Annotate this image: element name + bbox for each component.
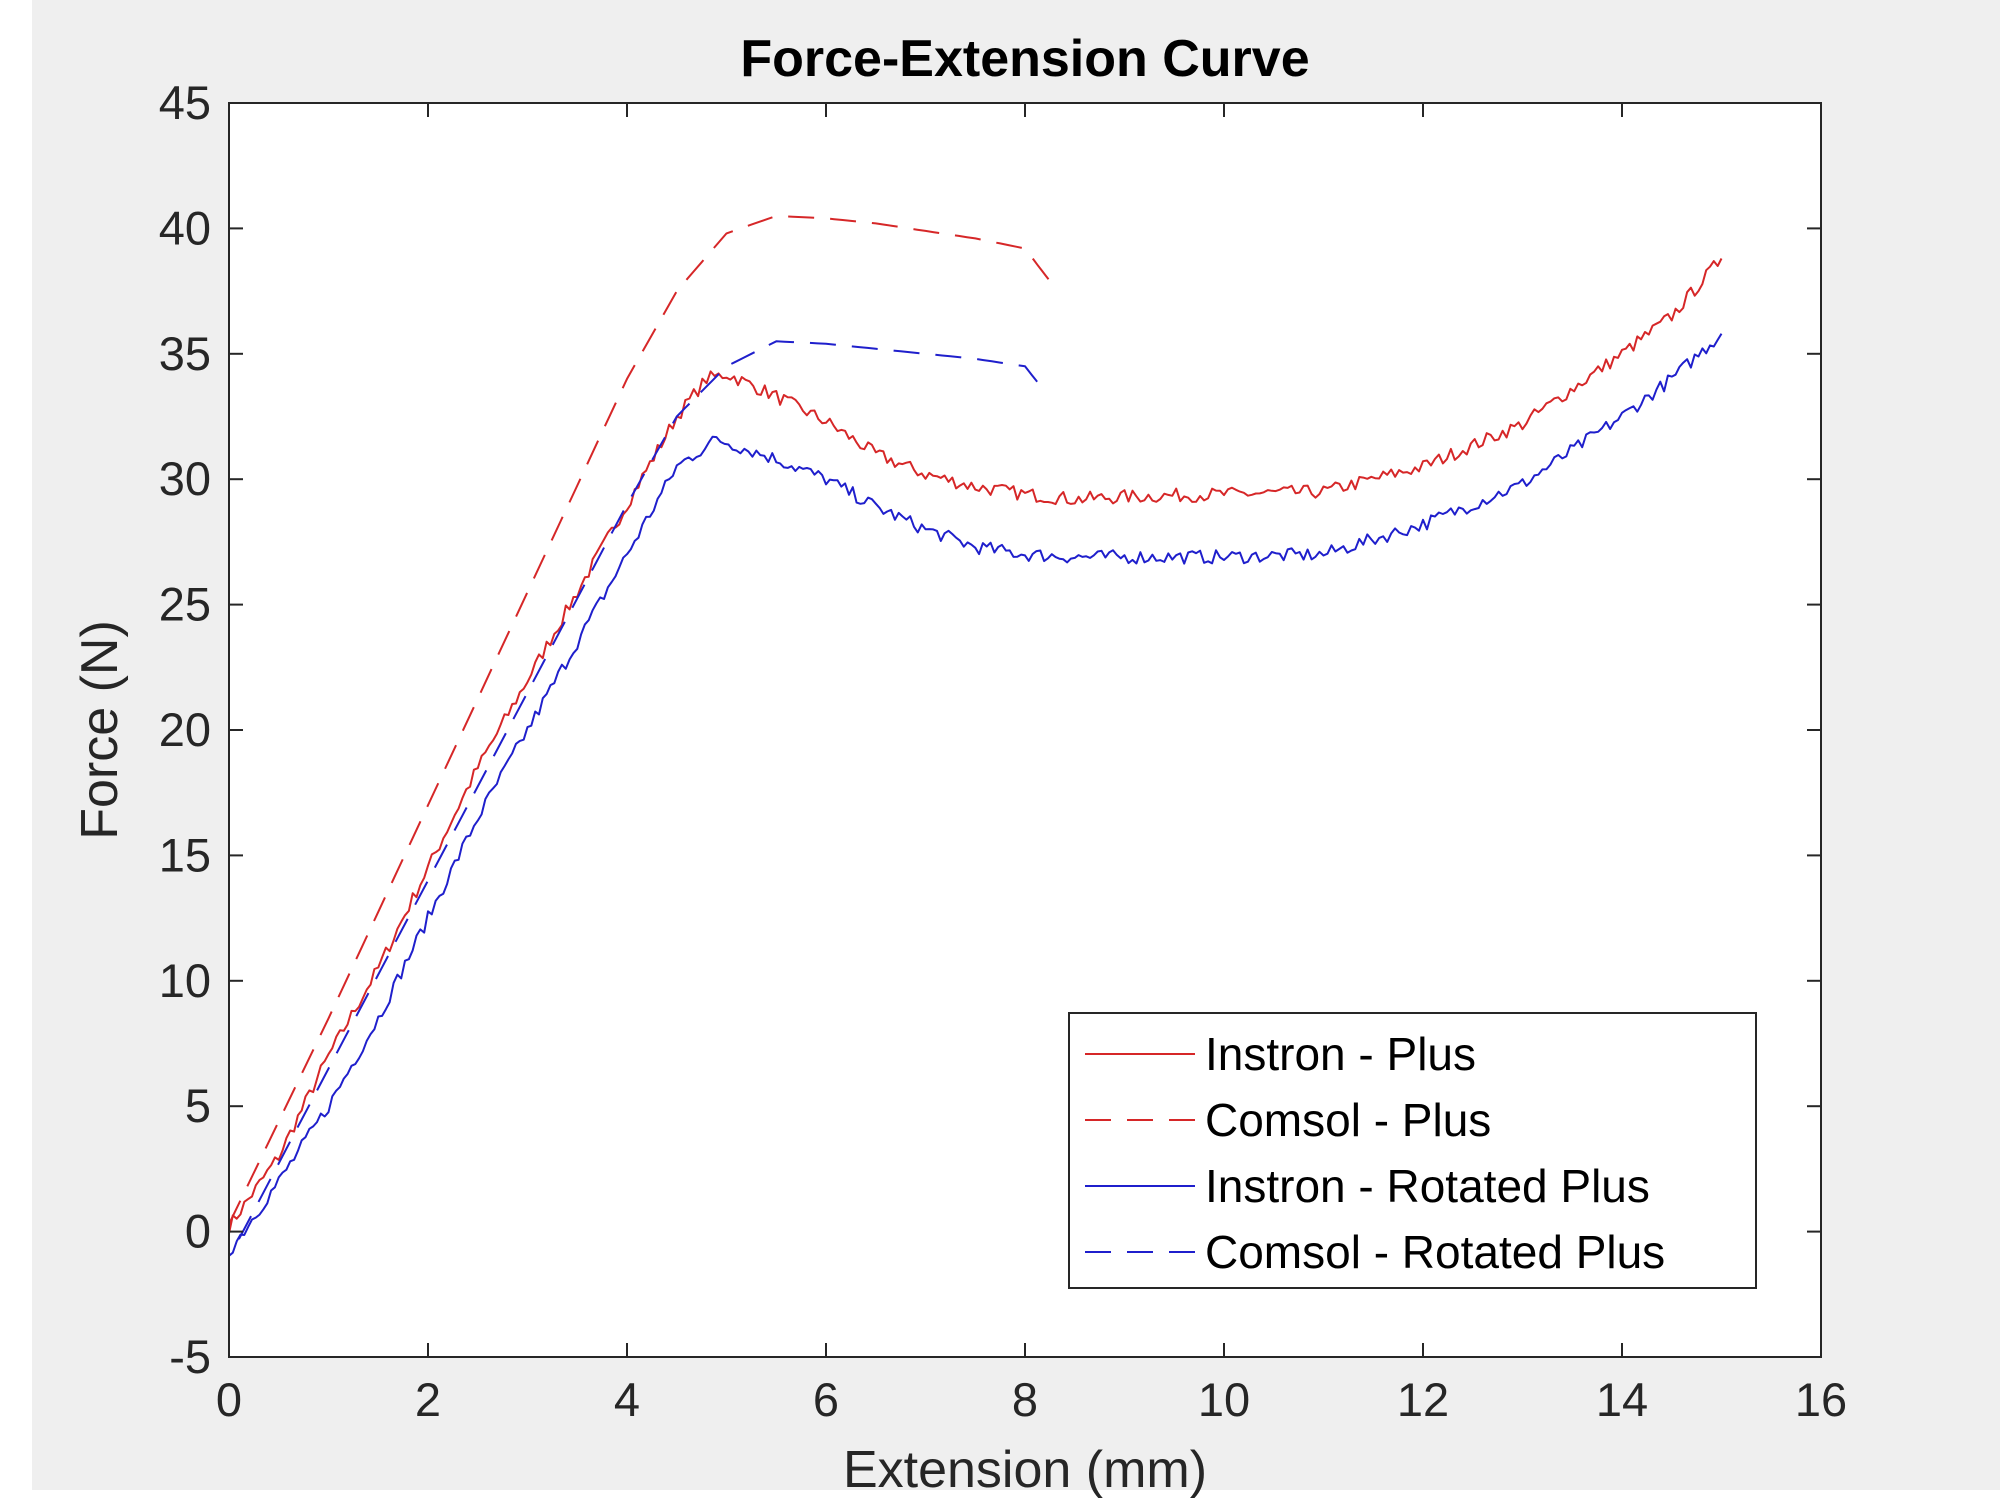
legend-label-2: Instron - Rotated Plus [1205,1160,1650,1212]
y-tick-label: -5 [169,1330,211,1383]
series-line-2 [228,333,1723,1257]
y-tick-label: 40 [159,201,211,254]
series-line-1 [228,214,1051,1225]
chart-title: Force-Extension Curve [740,30,1309,88]
x-tick-label: 6 [813,1373,839,1426]
x-tick-label: 14 [1596,1373,1648,1426]
series-line-0 [228,258,1723,1234]
x-tick-label: 0 [216,1373,242,1426]
y-tick-label: 15 [159,828,211,881]
y-tick-label: 0 [185,1205,211,1258]
x-tick-label: 10 [1198,1373,1250,1426]
legend-label-3: Comsol - Rotated Plus [1205,1226,1665,1278]
x-tick-label: 8 [1012,1373,1038,1426]
y-tick-label: 35 [159,327,211,380]
y-tick-label: 25 [159,578,211,631]
y-tick-label: 20 [159,703,211,756]
x-axis-label: Extension (mm) [843,1441,1207,1499]
series-layer [228,214,1723,1257]
legend-label-1: Comsol - Plus [1205,1094,1491,1146]
y-tick-label: 5 [185,1079,211,1132]
figure-edge-strip [0,0,32,1504]
x-tick-label: 2 [415,1373,441,1426]
axes-box [228,102,1822,1358]
x-tick-label: 16 [1795,1373,1847,1426]
y-tick-label: 10 [159,954,211,1007]
x-tick-label: 12 [1397,1373,1449,1426]
legend-entries: Instron - Plus Comsol - Plus Instron - Rot… [1085,1028,1665,1278]
legend-box [1068,1012,1757,1289]
legend: Instron - Plus Comsol - Plus Instron - Rot… [1068,1012,1757,1289]
y-axis-label: Force (N) [71,620,129,840]
y-tick-label: 30 [159,452,211,505]
x-tick-label: 4 [614,1373,640,1426]
y-tick-label: 45 [159,76,211,129]
legend-label-0: Instron - Plus [1205,1028,1476,1080]
series-line-3 [238,340,1046,1240]
figure-bottom-strip [0,1490,2000,1504]
